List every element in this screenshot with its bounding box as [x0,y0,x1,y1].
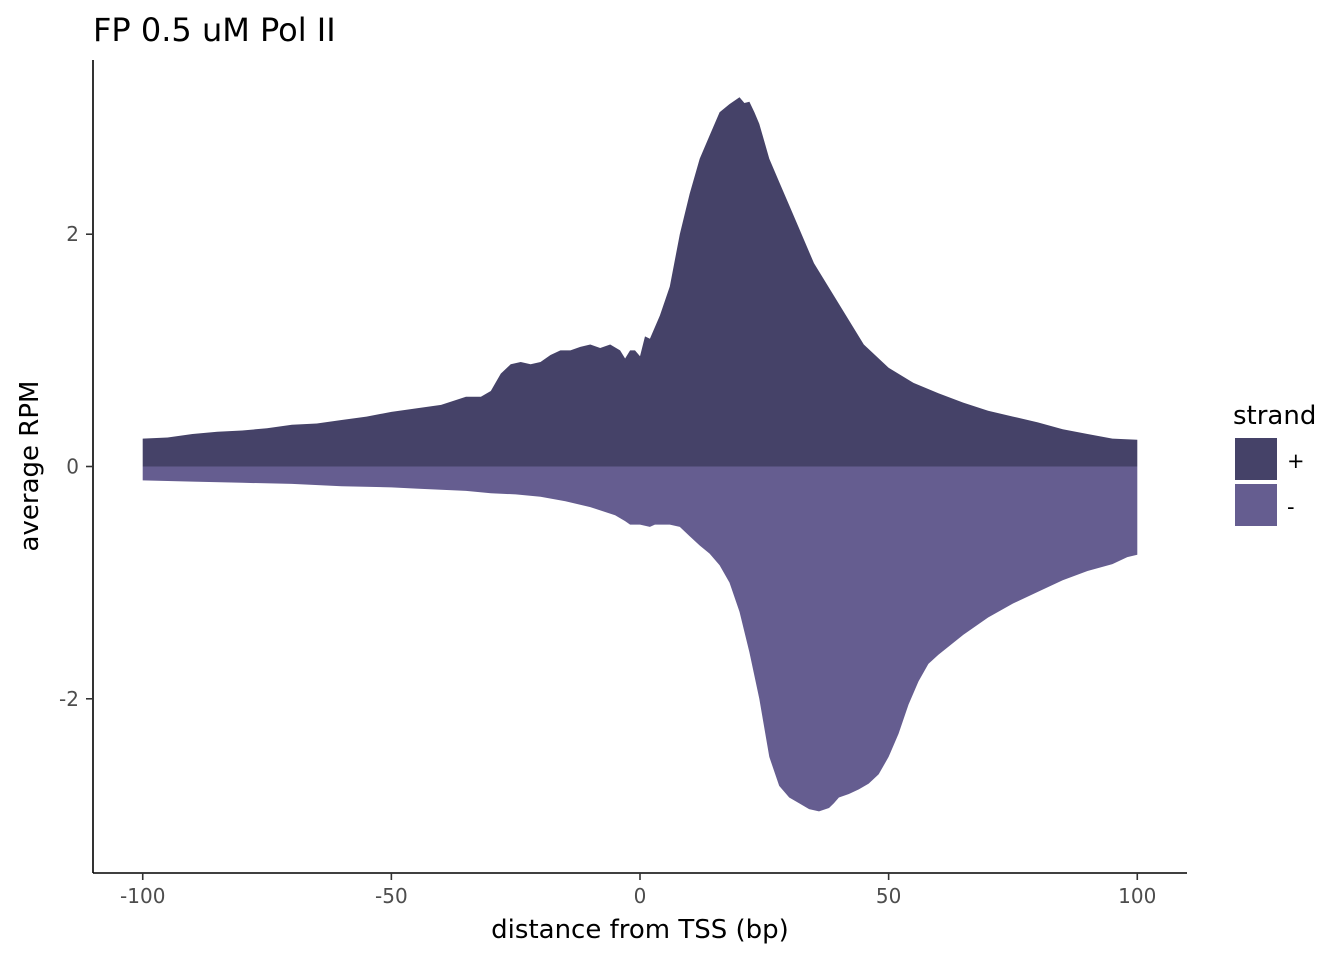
y-axis-title: average RPM [15,381,45,552]
y-axis-ticks: -2 0 2 [59,222,93,711]
legend-label-minus: - [1287,495,1295,519]
legend: strand + - [1233,401,1316,526]
area-minus-strand [142,466,1138,812]
y-tick-label: 0 [66,455,79,479]
x-tick-label: 100 [1118,884,1156,908]
x-tick-label: 0 [634,884,647,908]
x-tick-label: 50 [876,884,901,908]
legend-title: strand [1233,401,1316,431]
legend-label-plus: + [1287,449,1305,473]
x-tick-label: -50 [375,884,408,908]
chart-title: FP 0.5 uM Pol II [93,11,336,49]
legend-swatch-minus [1235,484,1277,526]
plot-area [142,97,1138,812]
y-tick-label: -2 [59,687,79,711]
y-tick-label: 2 [66,222,79,246]
x-tick-label: -100 [120,884,165,908]
x-axis-title: distance from TSS (bp) [491,915,789,945]
area-plus-strand [142,97,1138,467]
x-axis-ticks: -100 -50 0 50 100 [120,873,1156,908]
legend-swatch-plus [1235,438,1277,480]
